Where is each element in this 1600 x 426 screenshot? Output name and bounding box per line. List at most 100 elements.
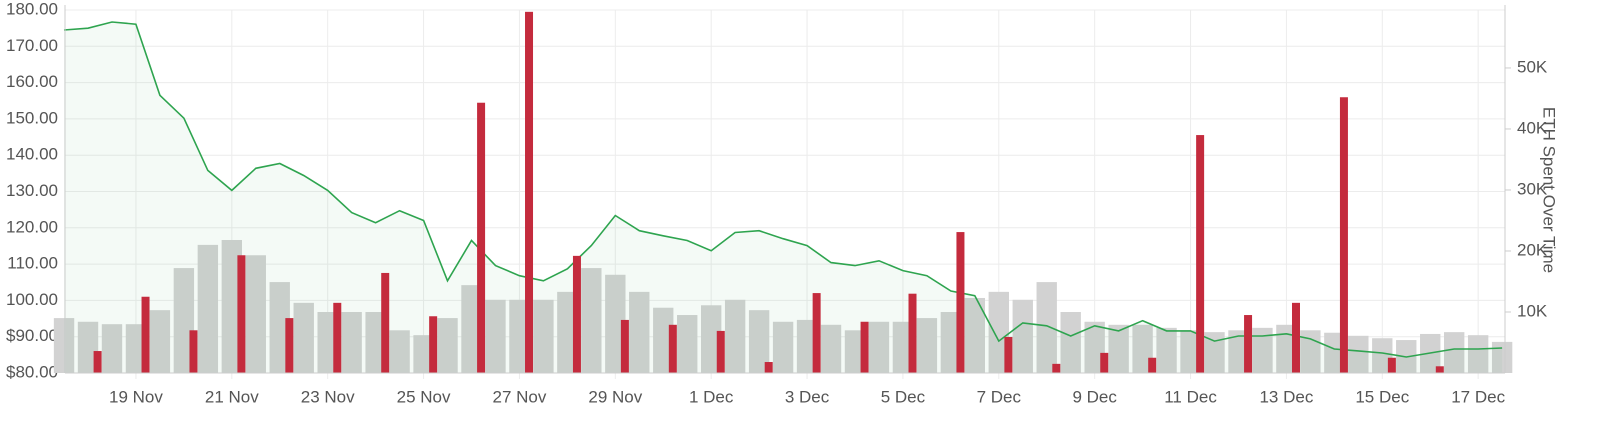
x-tick-label: 25 Nov — [397, 387, 451, 406]
bar — [333, 302, 342, 373]
bar — [1348, 335, 1369, 373]
y2-tick-label: 30K — [1517, 179, 1548, 198]
bar — [1291, 302, 1300, 373]
bar — [1196, 135, 1205, 373]
bar — [1204, 332, 1225, 373]
bar — [1276, 324, 1297, 373]
bar — [461, 285, 482, 373]
bar — [812, 293, 821, 373]
y-tick-label: 100.00 — [6, 290, 58, 309]
y-tick-label: 150.00 — [6, 108, 58, 127]
bar — [533, 299, 554, 373]
bar — [1372, 338, 1393, 373]
x-tick-label: 1 Dec — [689, 387, 734, 406]
bar — [1004, 337, 1013, 373]
bar — [365, 311, 386, 373]
bar — [1491, 341, 1513, 373]
bar — [429, 316, 438, 373]
y2-tick-label: 50K — [1517, 57, 1548, 76]
y-tick-label: 130.00 — [6, 181, 58, 200]
bar — [1100, 352, 1109, 373]
bar — [677, 315, 698, 373]
bar — [245, 255, 266, 373]
bar — [413, 335, 434, 373]
x-tick-label: 21 Nov — [205, 387, 259, 406]
bar — [389, 330, 410, 373]
x-tick-label: 3 Dec — [785, 387, 830, 406]
bar — [1084, 321, 1105, 373]
bar — [1339, 97, 1348, 374]
x-tick-label: 5 Dec — [881, 387, 926, 406]
bar — [1324, 332, 1345, 373]
y2-tick-label: 10K — [1517, 301, 1548, 320]
bar — [653, 307, 674, 373]
bar — [189, 330, 198, 373]
bar — [572, 255, 581, 373]
x-tick-label: 7 Dec — [977, 387, 1022, 406]
bar — [1132, 324, 1153, 373]
bar — [629, 291, 650, 373]
bar — [1156, 327, 1177, 373]
bar — [605, 274, 626, 373]
bar — [197, 244, 219, 373]
bar — [772, 321, 794, 373]
y-tick-label: 110.00 — [7, 254, 58, 273]
y-tick-label: $90.00 — [6, 326, 58, 345]
bar — [93, 351, 102, 373]
bar — [341, 311, 362, 373]
bar — [892, 321, 914, 373]
bar — [868, 321, 890, 373]
bar — [1444, 332, 1465, 373]
bar — [1148, 357, 1157, 373]
bar — [1012, 299, 1033, 373]
bar — [173, 268, 195, 373]
bar — [764, 362, 773, 373]
bar — [269, 282, 290, 373]
bar — [724, 299, 746, 373]
bar — [844, 330, 866, 373]
bar — [820, 324, 842, 373]
bar — [53, 318, 75, 373]
bar — [796, 319, 818, 373]
bar — [860, 321, 869, 373]
y-tick-label: 120.00 — [6, 217, 58, 236]
bar — [908, 293, 917, 373]
bar — [221, 240, 243, 373]
x-tick-label: 27 Nov — [492, 387, 546, 406]
x-tick-label: 17 Dec — [1451, 387, 1505, 406]
y2-axis-title: ETH Spent Over Time — [1540, 107, 1559, 273]
bar — [525, 11, 534, 373]
bar — [381, 272, 390, 373]
y-tick-label: 160.00 — [6, 72, 58, 91]
bar — [1180, 330, 1201, 373]
bar — [988, 291, 1009, 373]
y2-tick-label: 20K — [1517, 240, 1548, 259]
bar — [940, 311, 962, 373]
bar — [748, 310, 770, 373]
bar — [1244, 315, 1253, 373]
y-tick-label: 180.00 — [6, 0, 58, 18]
bar — [317, 311, 338, 373]
bar — [1467, 335, 1489, 373]
bar — [916, 318, 938, 373]
bar — [477, 102, 486, 373]
bar — [101, 324, 123, 373]
bar — [1036, 282, 1057, 373]
bar — [716, 330, 725, 373]
bar — [956, 232, 965, 373]
bar — [141, 296, 150, 373]
bar — [509, 299, 530, 373]
x-tick-label: 9 Dec — [1072, 387, 1117, 406]
x-tick-label: 13 Dec — [1259, 387, 1313, 406]
bar — [77, 321, 99, 373]
bar — [1387, 357, 1396, 373]
bar — [1252, 327, 1273, 373]
bar — [1052, 363, 1061, 373]
bar — [237, 255, 246, 373]
y-tick-label: 140.00 — [6, 145, 58, 164]
y-tick-label: 170.00 — [6, 36, 58, 55]
bar — [1108, 324, 1129, 373]
bar — [557, 291, 578, 373]
bar — [1228, 330, 1249, 373]
